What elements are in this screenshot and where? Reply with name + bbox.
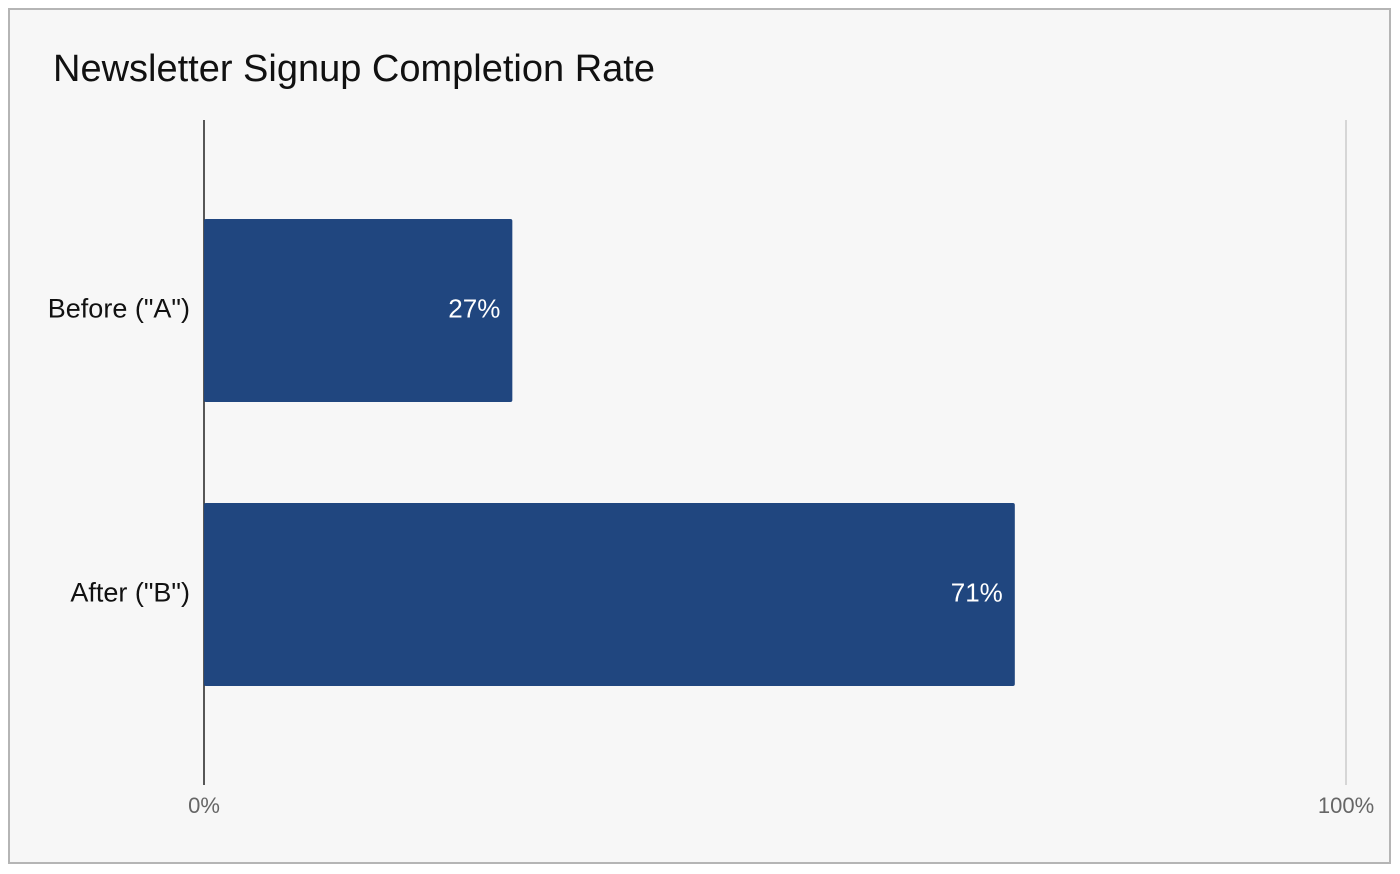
x-tick-label: 100% — [1318, 793, 1374, 818]
bar — [204, 219, 513, 402]
y-tick-label: After ("B") — [70, 578, 190, 608]
y-tick-label: Before ("A") — [48, 294, 190, 324]
x-tick-label: 0% — [188, 793, 220, 818]
value-label: 71% — [951, 577, 1003, 607]
chart-frame — [8, 8, 1391, 864]
bar — [204, 503, 1015, 686]
value-label: 27% — [448, 293, 500, 323]
chart-title: Newsletter Signup Completion Rate — [53, 48, 655, 90]
